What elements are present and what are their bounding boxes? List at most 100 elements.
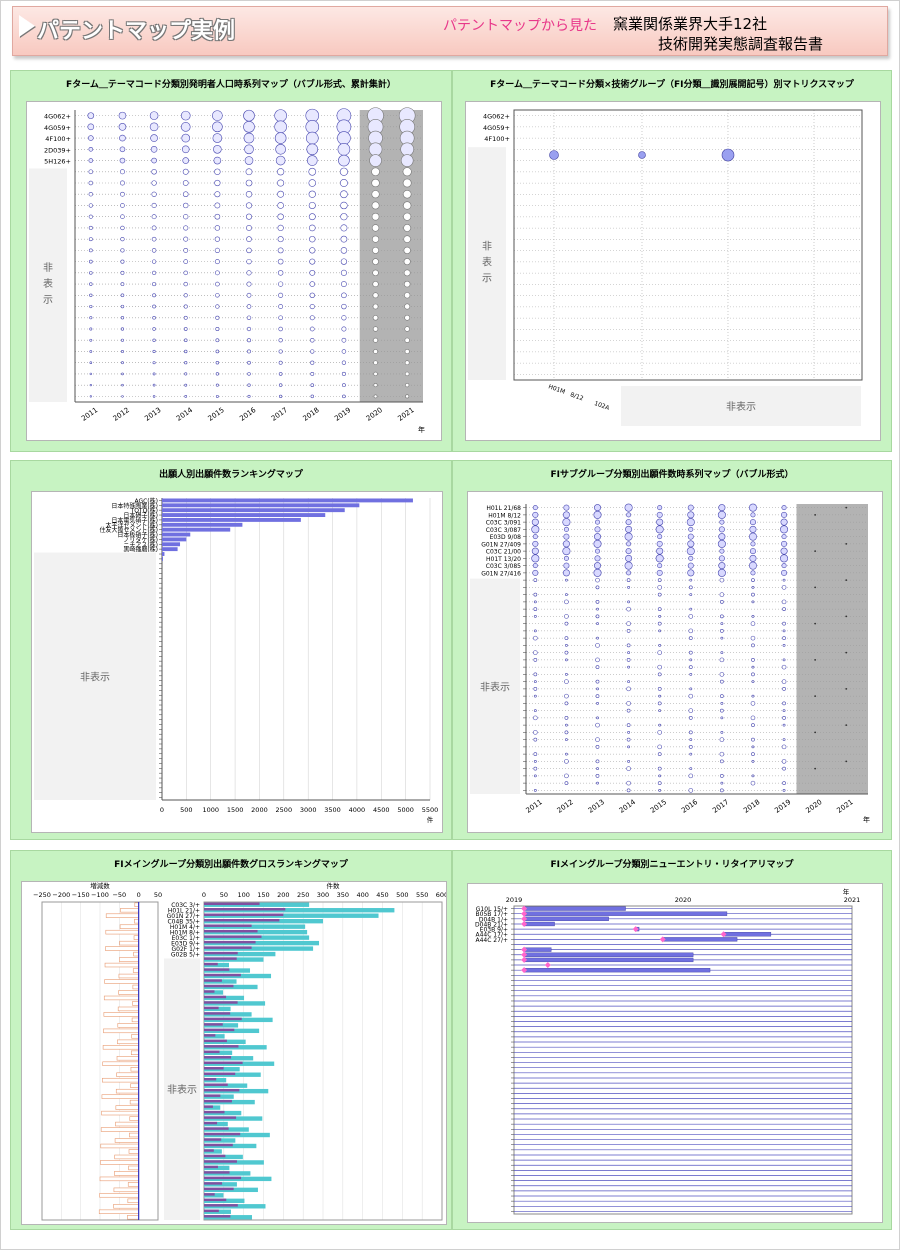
- y-tick-label: G01N 27/409: [481, 541, 521, 548]
- bubble: [782, 578, 786, 582]
- bubble: [750, 701, 756, 706]
- bar: [162, 522, 243, 527]
- bubble: [278, 315, 283, 321]
- bar: [204, 1094, 221, 1097]
- bubble: [565, 643, 568, 647]
- bubble: [308, 190, 316, 198]
- bubble: [595, 548, 601, 554]
- bubble: [657, 578, 662, 582]
- bubble: [246, 224, 252, 231]
- bubble: [564, 650, 569, 655]
- x-tick-label: 3000: [300, 806, 317, 814]
- bubble: [308, 167, 317, 176]
- bubble: [308, 201, 316, 209]
- y-tick-label: C03C 3/+: [171, 902, 200, 909]
- bubble: [782, 658, 786, 662]
- bubble: [625, 525, 633, 533]
- bubble: [277, 258, 284, 265]
- bubble: [89, 271, 93, 275]
- y-tick-label: D04B 1/+: [479, 916, 508, 923]
- bubble: [748, 532, 757, 541]
- bubble: [182, 191, 189, 198]
- bubble: [278, 349, 283, 354]
- bar: [105, 946, 139, 951]
- bubble: [719, 548, 725, 554]
- bubble: [750, 621, 756, 626]
- bubble: [119, 134, 126, 142]
- bubble: [718, 562, 726, 570]
- bubble: [152, 270, 157, 275]
- bubble: [533, 759, 537, 763]
- bar: [204, 1088, 240, 1092]
- bubble: [658, 709, 662, 713]
- bubble: [814, 767, 817, 770]
- bar: [204, 1121, 218, 1125]
- bubble: [626, 570, 632, 576]
- bubble: [309, 303, 315, 310]
- bubble: [89, 361, 93, 364]
- y-tick-label: 住友大阪セメント(株): [99, 526, 158, 534]
- bubble: [89, 316, 93, 320]
- bubble: [781, 744, 787, 750]
- bubble: [720, 600, 724, 604]
- bubble: [533, 578, 538, 582]
- x-tick-label: 2013: [587, 798, 606, 815]
- bubble: [404, 337, 410, 343]
- bubble: [274, 132, 287, 144]
- bubble: [151, 191, 157, 197]
- bubble: [782, 781, 786, 785]
- bubble: [687, 533, 694, 540]
- left-x-tick-label: −100: [91, 891, 109, 899]
- bar: [204, 1012, 231, 1015]
- y-tick-label: 4G059+: [44, 124, 71, 132]
- hidden-label: 非表示: [167, 1083, 197, 1096]
- bubble: [564, 773, 569, 779]
- bubble: [595, 694, 600, 698]
- bubble: [372, 280, 379, 288]
- panel-title: 出願人別出願件数ランキングマップ: [159, 470, 303, 480]
- left-axis-title: 増減数: [90, 882, 110, 890]
- bubble: [595, 585, 600, 590]
- bubble: [657, 766, 662, 771]
- bubble: [782, 629, 786, 633]
- bubble: [213, 145, 222, 154]
- bubble: [627, 665, 631, 669]
- bubble: [341, 360, 347, 365]
- bar: [127, 1198, 139, 1204]
- bubble: [182, 168, 189, 175]
- bar: [204, 951, 238, 955]
- bubble: [749, 519, 756, 526]
- bar: [204, 979, 222, 982]
- bar: [100, 1127, 139, 1132]
- bubble: [120, 282, 125, 286]
- bubble: [373, 360, 378, 365]
- bubble: [342, 394, 346, 399]
- bubble: [564, 730, 569, 735]
- bubble: [120, 203, 125, 208]
- bubble: [151, 180, 157, 186]
- bar: [204, 1198, 227, 1202]
- bubble: [150, 146, 158, 153]
- bubble: [717, 568, 726, 577]
- bubble: [750, 635, 756, 641]
- y-tick-label: TOTO(株): [130, 507, 158, 515]
- bubble: [532, 563, 538, 569]
- bubble: [533, 658, 538, 662]
- bubble: [689, 593, 693, 597]
- bubble: [751, 665, 755, 669]
- bubble: [184, 372, 188, 376]
- bar: [523, 921, 555, 927]
- bubble: [782, 701, 786, 706]
- bubble: [720, 651, 724, 655]
- bubble: [751, 774, 755, 778]
- bubble: [751, 578, 755, 582]
- bar: [133, 951, 139, 957]
- bar: [204, 1028, 235, 1032]
- bubble: [151, 202, 157, 208]
- bubble: [181, 133, 191, 143]
- bubble: [563, 533, 570, 540]
- bubble: [595, 657, 600, 663]
- bar: [102, 1077, 139, 1083]
- y-tick-label: B05B 17/+: [476, 911, 508, 918]
